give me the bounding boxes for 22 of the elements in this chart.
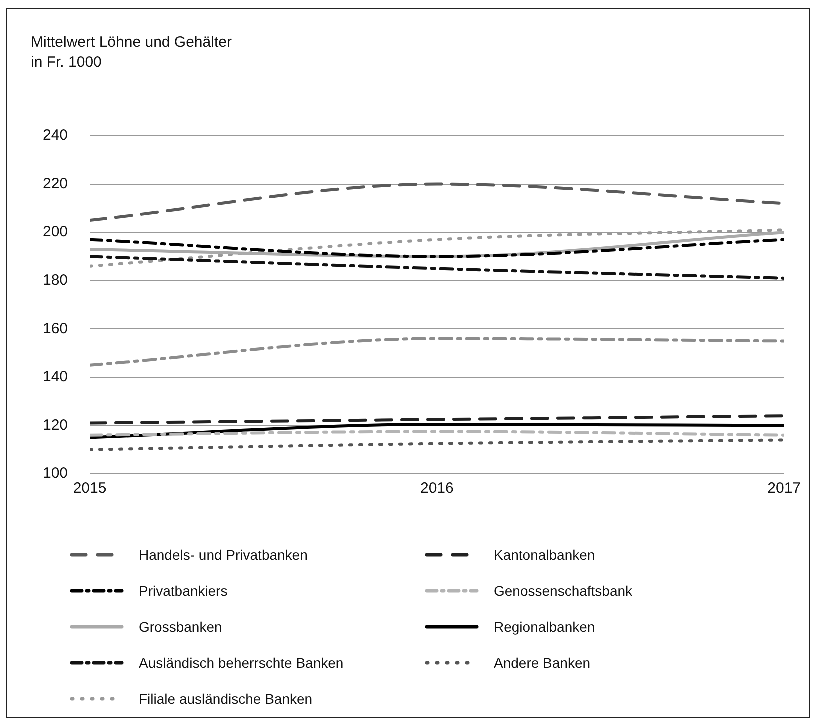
y-tick-label: 180 bbox=[42, 272, 68, 289]
legend-label: Genossenschaftsbank bbox=[494, 583, 633, 599]
legend-label: Andere Banken bbox=[494, 655, 591, 671]
y-tick-label: 220 bbox=[42, 175, 68, 192]
legend-label: Kantonalbanken bbox=[494, 547, 596, 563]
x-tick-label: 2015 bbox=[73, 480, 107, 498]
y-tick-label: 100 bbox=[42, 465, 68, 482]
legend-label: Handels- und Privatbanken bbox=[139, 547, 308, 563]
y-tick-label: 160 bbox=[42, 320, 68, 338]
y-tick-label: 200 bbox=[42, 224, 68, 241]
legend-label: Filiale ausländische Banken bbox=[139, 691, 313, 707]
x-tick-label: 2017 bbox=[768, 480, 802, 498]
y-tick-label: 240 bbox=[42, 127, 68, 144]
chart-subtitle: in Fr. 1000 bbox=[31, 53, 103, 73]
legend-label: Ausländisch beherrschte Banken bbox=[139, 655, 344, 671]
y-tick-label: 120 bbox=[42, 416, 68, 434]
legend-label: Grossbanken bbox=[139, 619, 222, 635]
x-tick-label: 2016 bbox=[420, 480, 454, 498]
y-tick-label: 140 bbox=[42, 368, 68, 386]
legend-label: Regionalbanken bbox=[494, 619, 596, 635]
legend-label: Privatbankiers bbox=[139, 583, 228, 599]
chart-title: Mittelwert Löhne und Gehälter bbox=[31, 33, 232, 53]
